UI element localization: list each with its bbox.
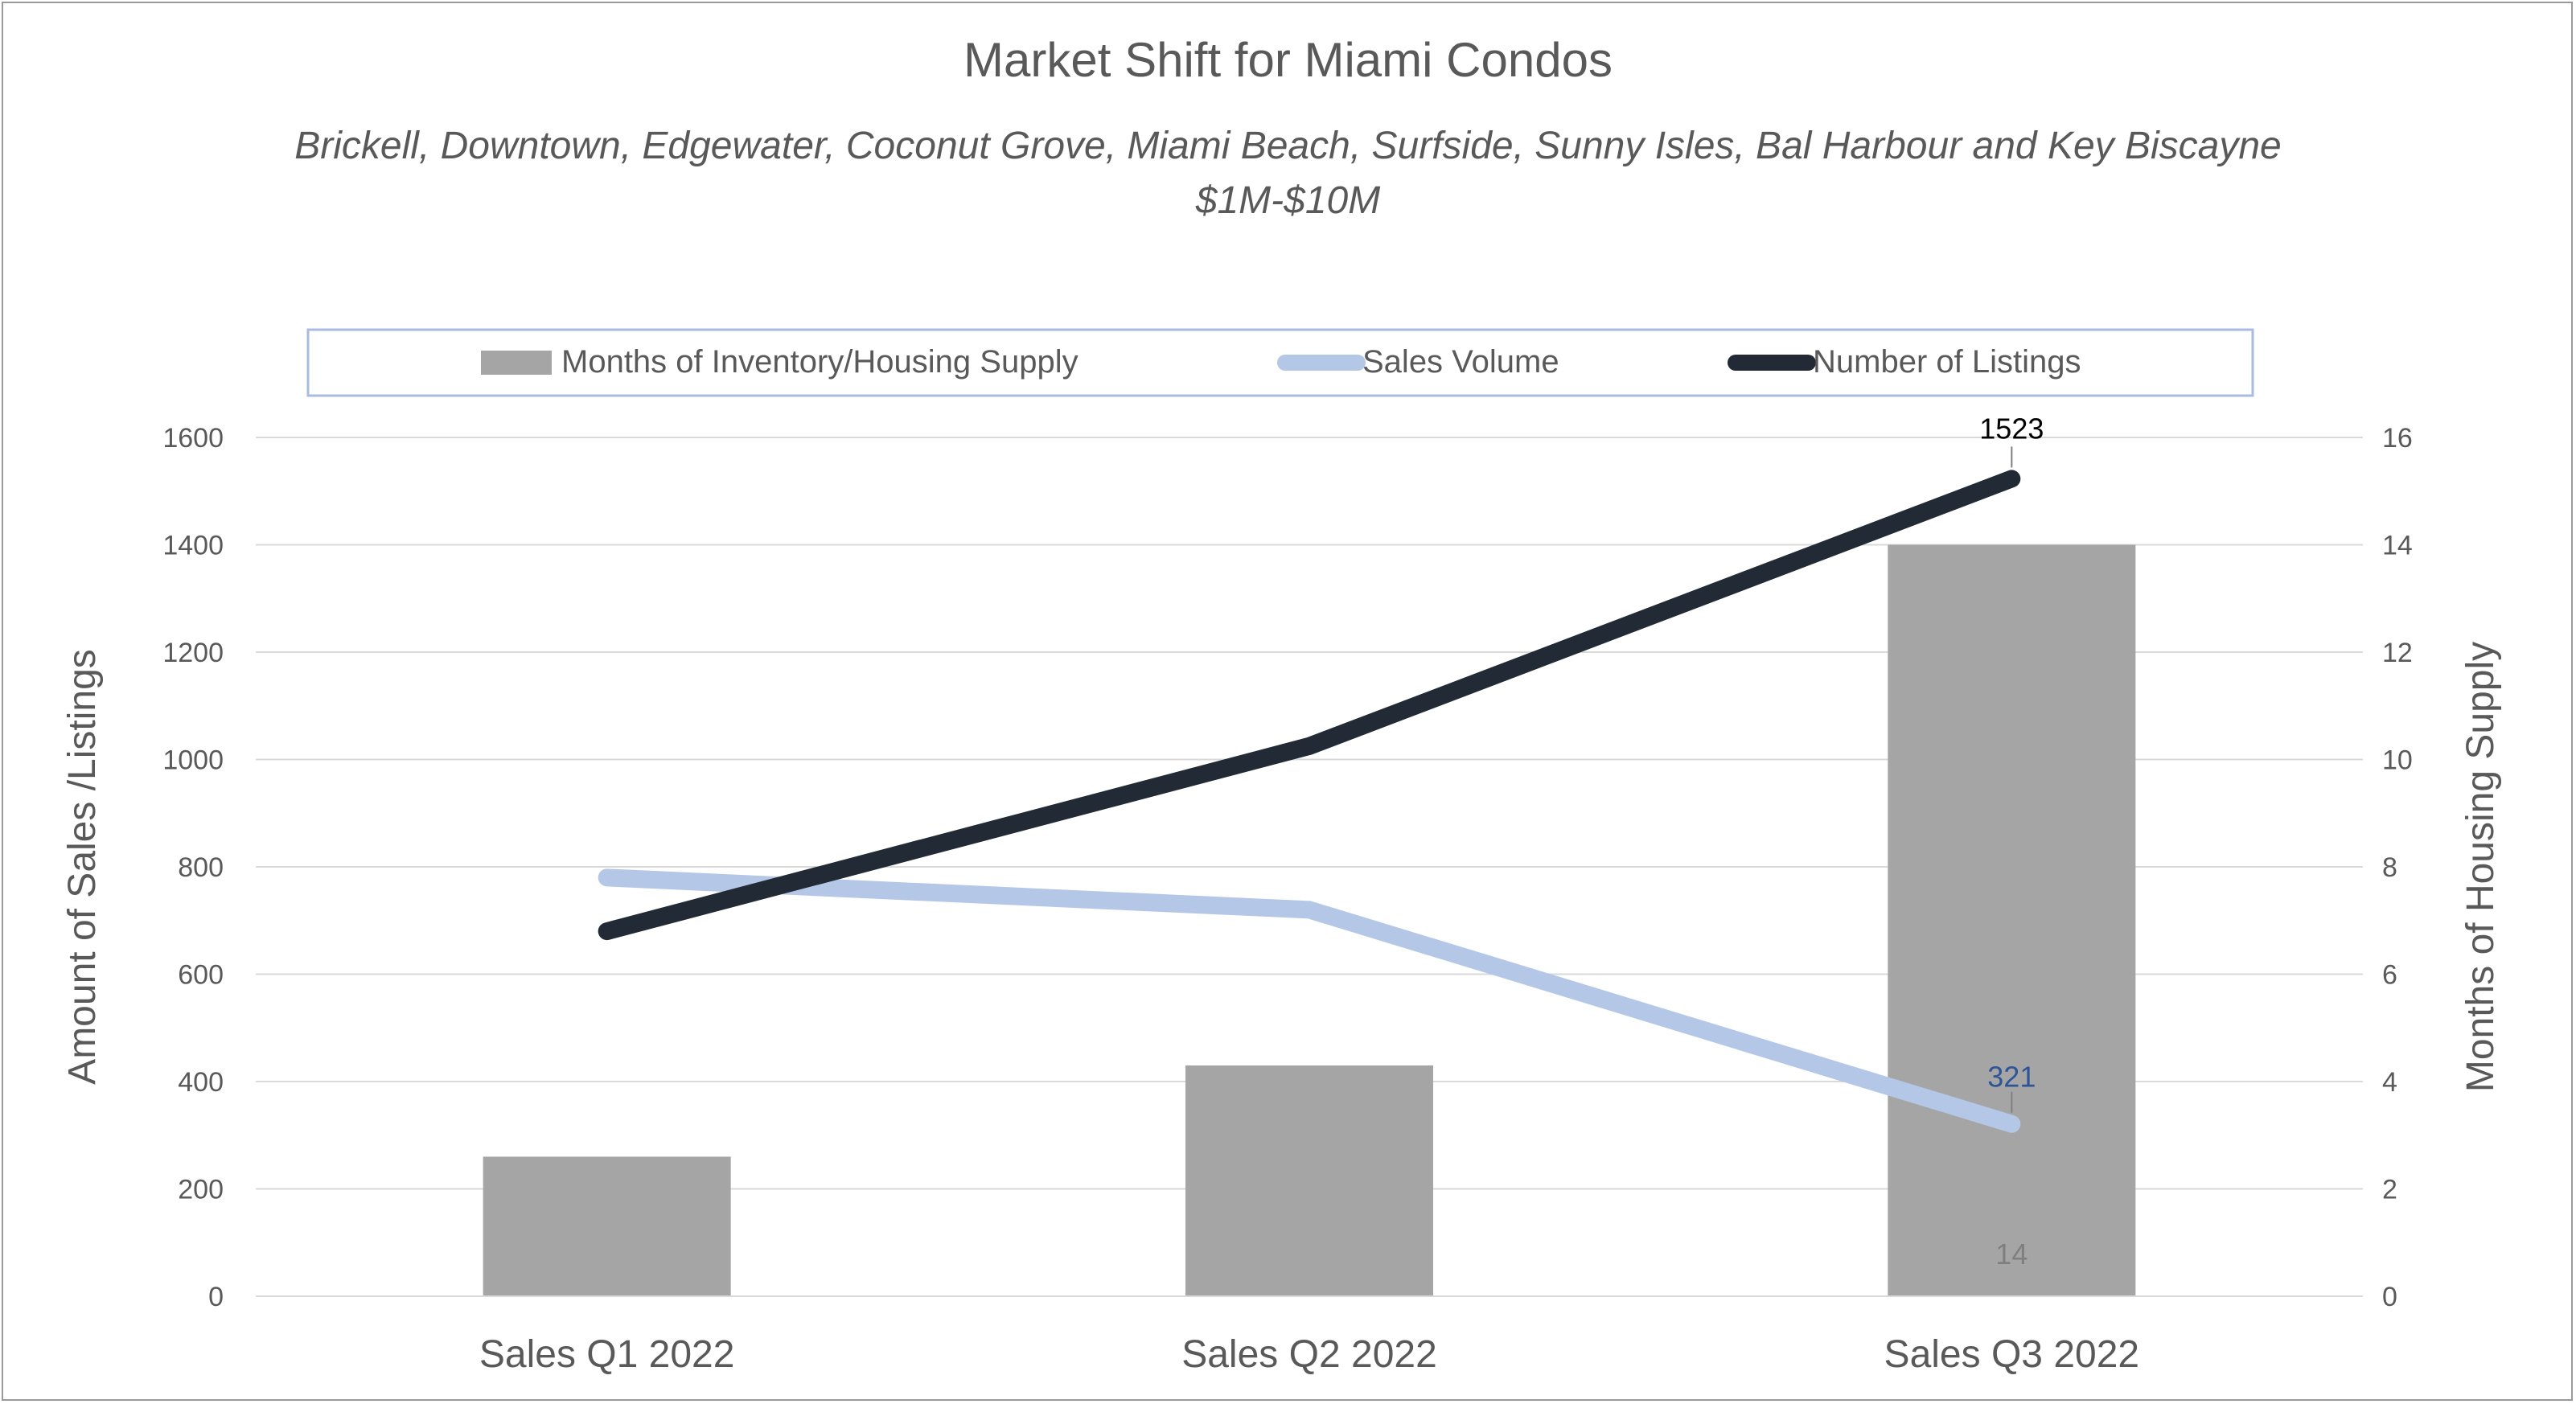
y-right-axis-title: Months of Housing Supply bbox=[2459, 642, 2502, 1092]
y-right-tick-label: 6 bbox=[2382, 960, 2397, 991]
legend-swatch-bar bbox=[481, 351, 552, 375]
series-line bbox=[598, 470, 2021, 941]
x-tick-label: Sales Q3 2022 bbox=[1884, 1333, 2140, 1376]
y-right-tick-label: 12 bbox=[2382, 638, 2413, 668]
y-right-tick-label: 8 bbox=[2382, 852, 2397, 883]
y-right-tick-label: 2 bbox=[2382, 1175, 2397, 1205]
legend-box bbox=[306, 328, 2254, 397]
bar bbox=[1185, 1065, 1433, 1296]
y-left-tick-label: 200 bbox=[178, 1175, 224, 1205]
x-tick-label: Sales Q2 2022 bbox=[1181, 1333, 1437, 1376]
bar-data-label: 14 bbox=[1995, 1238, 2028, 1271]
y-left-tick-label: 400 bbox=[178, 1067, 224, 1098]
y-left-tick-label: 600 bbox=[178, 960, 224, 991]
chart-subtitle-line-1: Brickell, Downtown, Edgewater, Coconut G… bbox=[294, 125, 2282, 167]
y-left-tick-label: 1000 bbox=[162, 745, 224, 776]
chart-subtitle-line-2: $1M-$10M bbox=[1195, 179, 1381, 222]
y-right-tick-label: 14 bbox=[2382, 531, 2413, 561]
chart-subtitle: Brickell, Downtown, Edgewater, Coconut G… bbox=[0, 119, 2576, 228]
series-line bbox=[598, 868, 2021, 1133]
y-left-axis-title: Amount of Sales /Listings bbox=[61, 649, 104, 1085]
line-data-label: 321 bbox=[1987, 1061, 2036, 1094]
x-tick-label: Sales Q1 2022 bbox=[479, 1333, 735, 1376]
bar bbox=[483, 1156, 731, 1296]
y-right-tick-label: 4 bbox=[2382, 1067, 2397, 1098]
legend-label: Number of Listings bbox=[1813, 344, 2081, 380]
bar bbox=[1888, 544, 2136, 1296]
y-left-tick-label: 1400 bbox=[162, 531, 224, 561]
legend-label: Sales Volume bbox=[1362, 344, 1559, 380]
y-left-tick-label: 0 bbox=[208, 1282, 224, 1312]
y-right-tick-label: 0 bbox=[2382, 1282, 2397, 1312]
line-data-label: 1523 bbox=[1979, 412, 2044, 445]
legend-label: Months of Inventory/Housing Supply bbox=[561, 344, 1078, 380]
y-left-tick-label: 1600 bbox=[162, 423, 224, 454]
y-right-tick-label: 10 bbox=[2382, 745, 2413, 776]
y-right-tick-label: 16 bbox=[2382, 423, 2413, 454]
chart-title: Market Shift for Miami Condos bbox=[963, 33, 1613, 87]
y-left-tick-label: 800 bbox=[178, 852, 224, 883]
y-left-tick-label: 1200 bbox=[162, 638, 224, 668]
